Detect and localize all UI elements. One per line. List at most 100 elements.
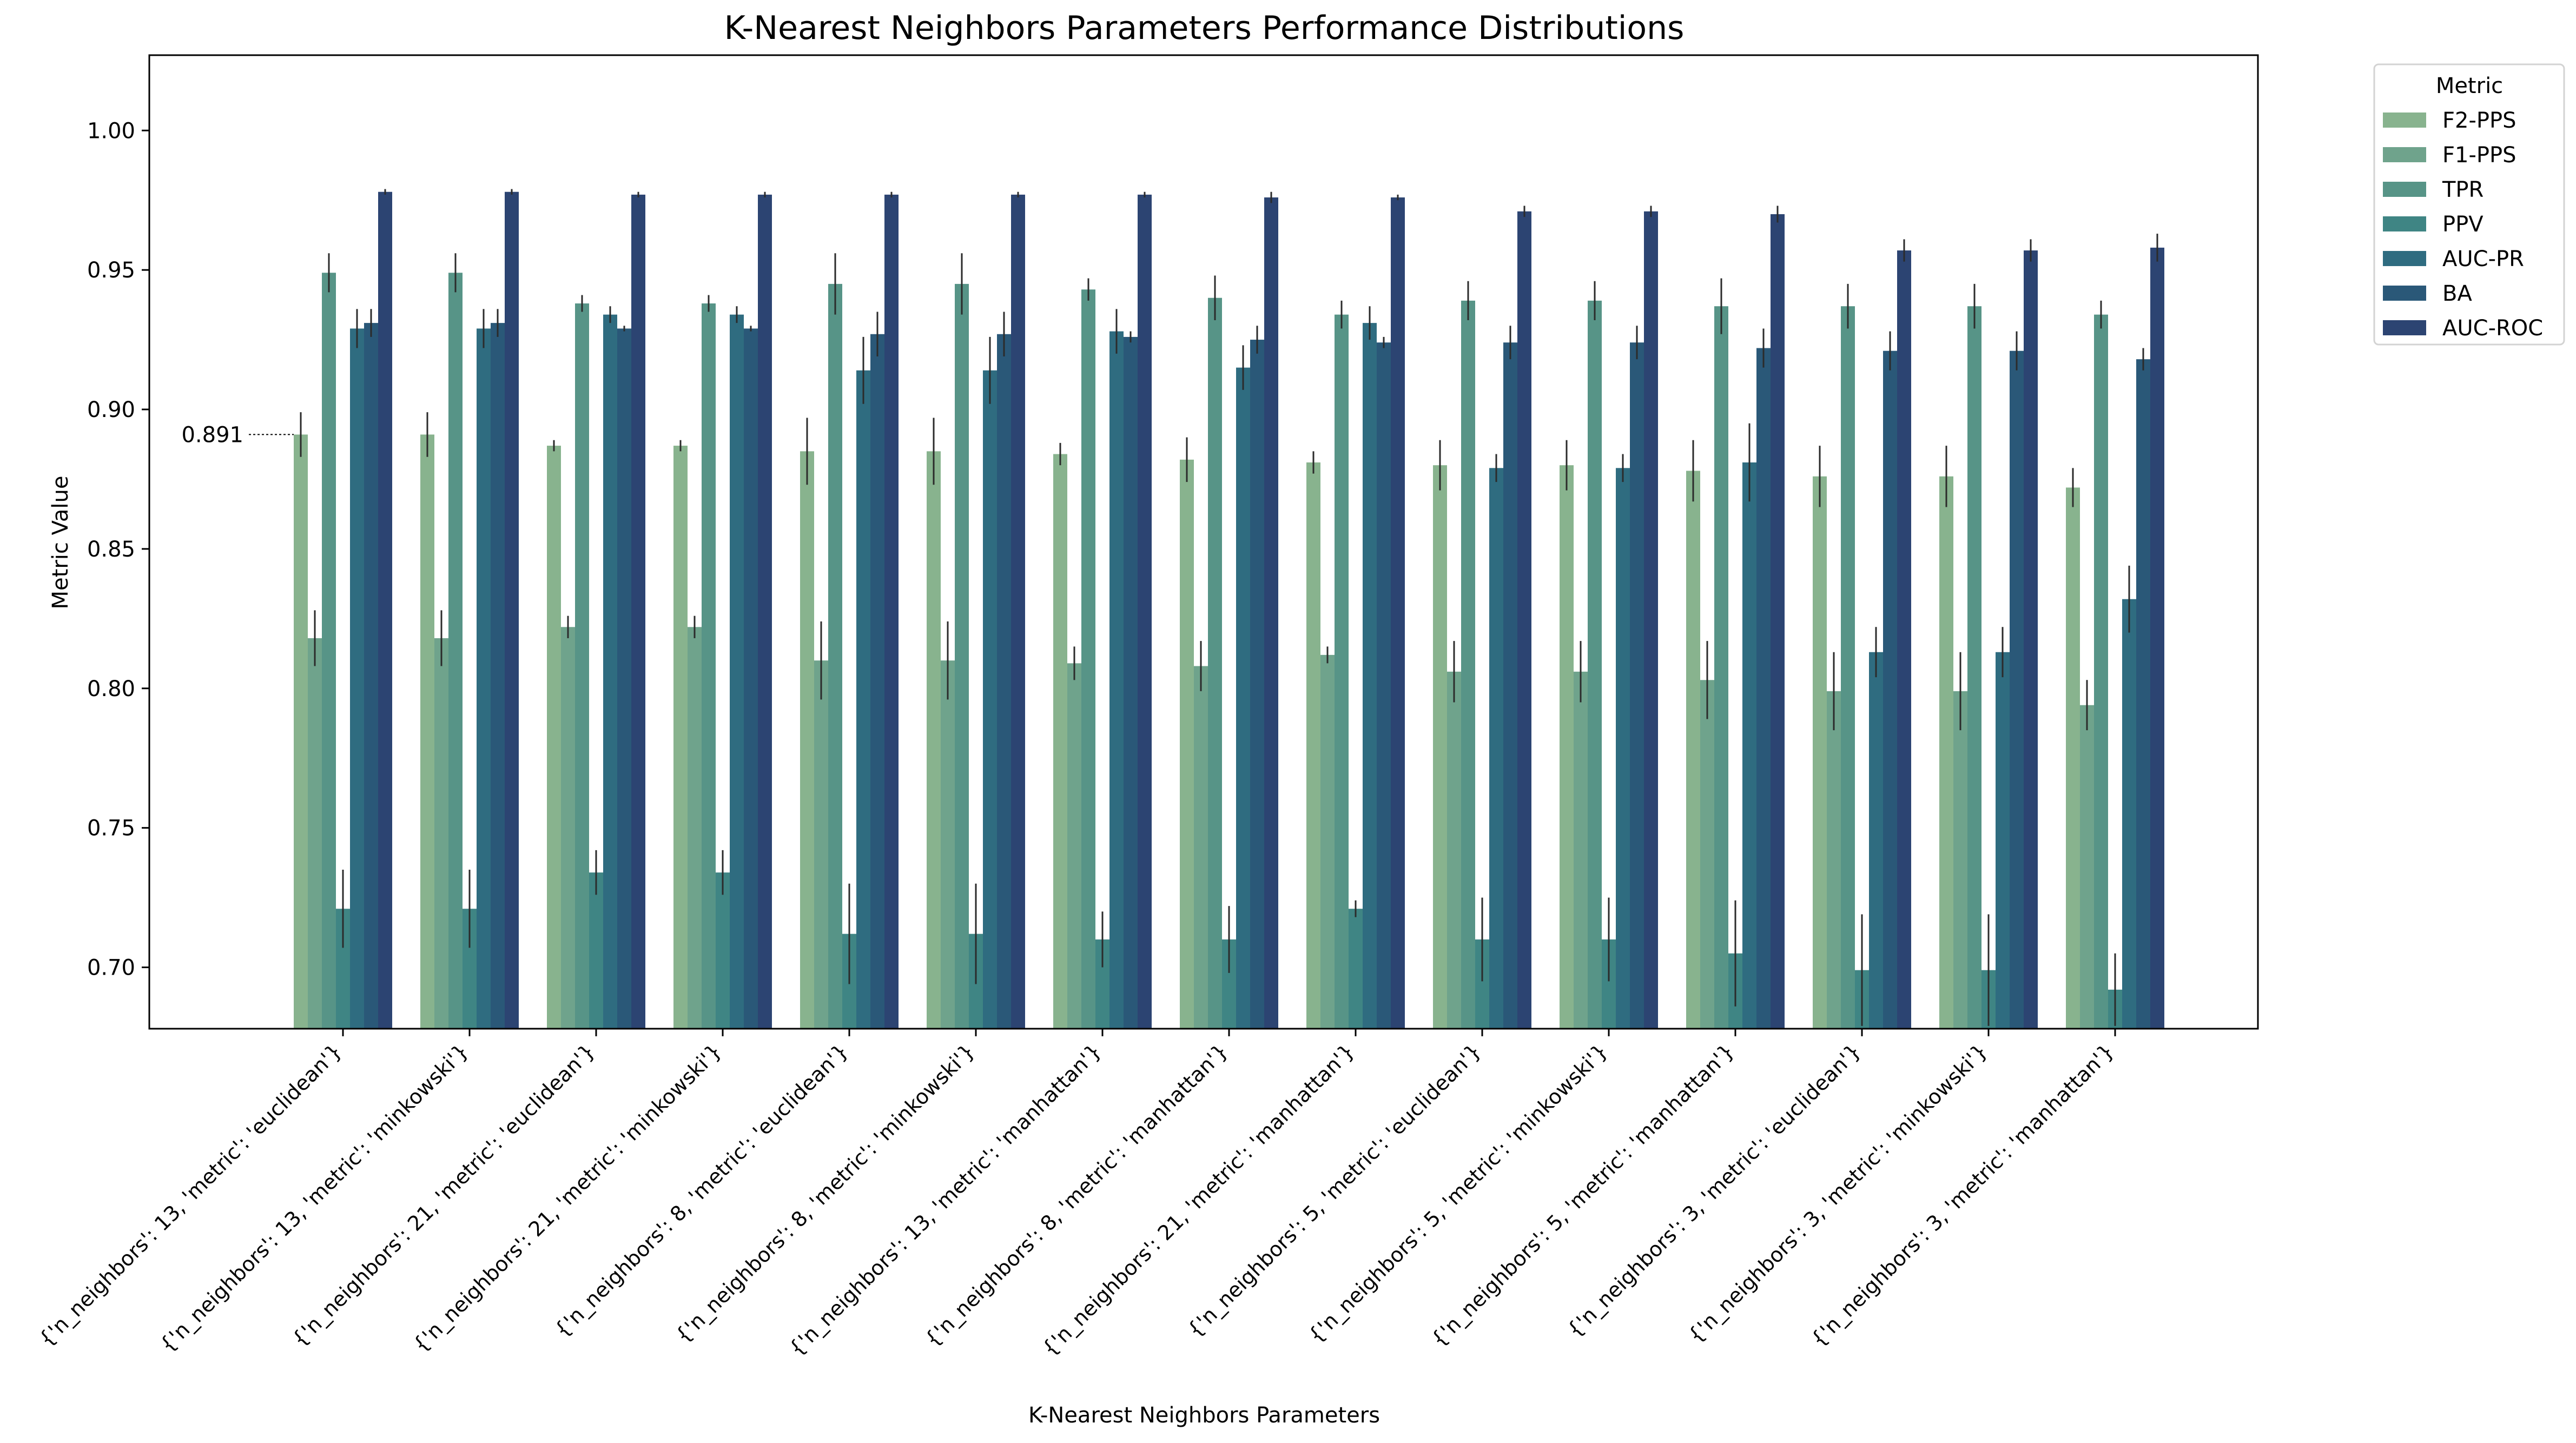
- bar: [828, 283, 842, 1029]
- bar: [688, 627, 702, 1029]
- bar: [1939, 476, 1953, 1029]
- chart-title: K-Nearest Neighbors Parameters Performan…: [724, 9, 1685, 47]
- y-tick-label: 0.95: [87, 258, 135, 283]
- error-bars-layer: [300, 189, 2158, 1026]
- x-axis-label: K-Nearest Neighbors Parameters: [1028, 1403, 1380, 1428]
- bar: [1560, 465, 1574, 1029]
- bar: [448, 273, 463, 1029]
- bar: [1194, 666, 1208, 1029]
- bar: [420, 434, 434, 1029]
- bar: [1756, 348, 1771, 1029]
- bar: [2150, 247, 2164, 1029]
- legend-swatch: [2383, 216, 2426, 231]
- bar: [1067, 663, 1081, 1029]
- bar: [800, 451, 814, 1029]
- bar: [744, 328, 758, 1029]
- bar: [856, 370, 870, 1029]
- bar: [1320, 654, 1335, 1029]
- bar: [1053, 454, 1067, 1029]
- bar: [2024, 250, 2038, 1029]
- legend-swatch: [2383, 320, 2426, 335]
- bar: [814, 660, 828, 1029]
- legend-items: F2-PPS F1-PPS TPR PPV AUC-PR BA AUC-ROC: [2383, 108, 2543, 341]
- bar: [308, 638, 322, 1029]
- bar: [1335, 314, 1349, 1029]
- bar: [1897, 250, 1911, 1029]
- bar: [561, 627, 575, 1029]
- bar: [1124, 336, 1138, 1029]
- bar: [603, 314, 617, 1029]
- bar: [364, 323, 378, 1029]
- bar: [1264, 197, 1278, 1029]
- bar: [1433, 465, 1447, 1029]
- annotation-label: 0.891: [181, 422, 243, 447]
- bar: [1869, 652, 1883, 1029]
- bar: [1489, 468, 1503, 1029]
- legend-label: AUC-ROC: [2442, 316, 2543, 341]
- bar: [1391, 197, 1405, 1029]
- bar: [1883, 350, 1897, 1029]
- bar: [1588, 300, 1602, 1029]
- y-tick-label: 0.80: [87, 677, 135, 701]
- legend-label: PPV: [2442, 212, 2483, 237]
- bar: [1813, 476, 1827, 1029]
- bar: [1827, 691, 1841, 1029]
- bar: [1208, 297, 1222, 1029]
- bar: [2122, 599, 2136, 1029]
- bar: [2094, 314, 2108, 1029]
- bar: [1349, 909, 1363, 1029]
- legend-title: Metric: [2436, 74, 2503, 98]
- legend-label: BA: [2442, 281, 2472, 306]
- bar: [1686, 471, 1700, 1029]
- bar: [1517, 211, 1531, 1029]
- bar: [1250, 340, 1264, 1029]
- bar: [505, 191, 519, 1029]
- bar: [758, 194, 772, 1029]
- bar: [1841, 306, 1855, 1029]
- bar: [2136, 359, 2150, 1029]
- legend-swatch: [2383, 147, 2426, 162]
- bar: [378, 191, 392, 1029]
- bar: [1236, 367, 1250, 1029]
- bar: [1700, 680, 1714, 1029]
- bar: [716, 872, 730, 1029]
- legend-box: [2373, 63, 2565, 346]
- bar: [1771, 214, 1785, 1029]
- legend: Metric F2-PPS F1-PPS TPR PPV AUC-PR BA AUC-ROC: [2373, 63, 2565, 346]
- bar: [1377, 342, 1391, 1029]
- bar: [1447, 671, 1461, 1029]
- bar: [1011, 194, 1025, 1029]
- legend-label: AUC-PR: [2442, 247, 2524, 272]
- annotation-layer: 0.891: [181, 422, 294, 447]
- legend-swatch: [2383, 182, 2426, 197]
- y-tick-label: 0.70: [87, 956, 135, 981]
- bar: [294, 434, 308, 1029]
- bar: [477, 328, 491, 1029]
- bar: [491, 323, 505, 1029]
- bar: [884, 194, 899, 1029]
- legend-label: F1-PPS: [2442, 143, 2516, 168]
- y-tick-label: 0.75: [87, 816, 135, 841]
- bar: [589, 872, 603, 1029]
- bar: [350, 328, 364, 1029]
- bar: [1644, 211, 1658, 1029]
- bars-layer: [294, 191, 2164, 1029]
- bar: [1616, 468, 1630, 1029]
- y-tick-label: 0.85: [87, 537, 135, 562]
- bar: [1574, 671, 1588, 1029]
- bar: [1081, 289, 1095, 1029]
- bar: [1714, 306, 1728, 1029]
- legend-label: F2-PPS: [2442, 108, 2516, 133]
- bar: [927, 451, 941, 1029]
- legend-label: TPR: [2442, 177, 2483, 202]
- y-axis-ticks: 0.70 0.75 0.80 0.85 0.90 0.95 1.00: [87, 118, 149, 981]
- bar: [322, 273, 336, 1029]
- legend-swatch: [2383, 286, 2426, 301]
- bar: [1967, 306, 1981, 1029]
- bar: [1996, 652, 2010, 1029]
- bar: [1138, 194, 1152, 1029]
- plot-area-frame: [148, 54, 2259, 1030]
- bar: [1306, 462, 1320, 1029]
- bar: [631, 194, 645, 1029]
